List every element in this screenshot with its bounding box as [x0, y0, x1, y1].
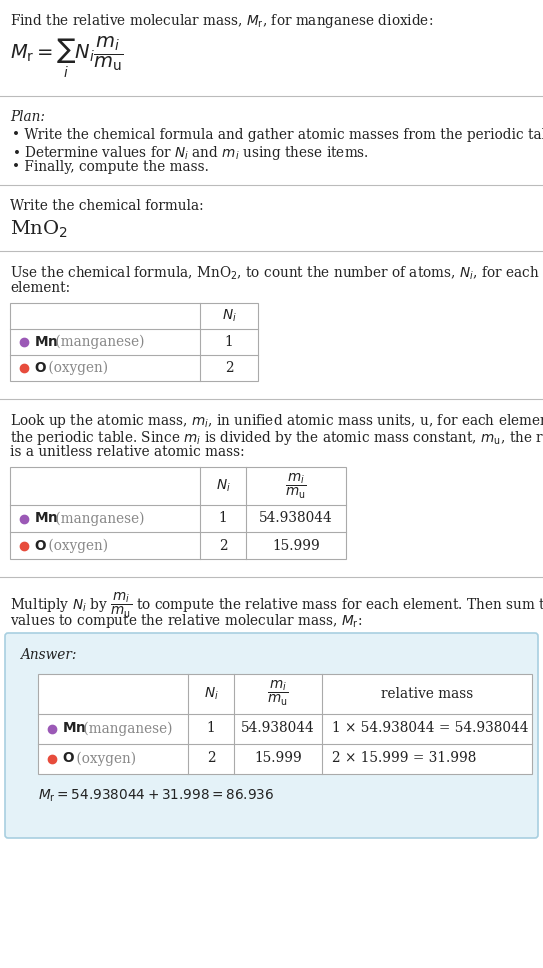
Text: 15.999: 15.999 [254, 751, 302, 766]
Text: 2: 2 [207, 751, 216, 766]
Text: element:: element: [10, 281, 70, 295]
Text: 1 × 54.938044 = 54.938044: 1 × 54.938044 = 54.938044 [332, 721, 528, 736]
Text: $\dfrac{m_i}{m_{\mathrm{u}}}$: $\dfrac{m_i}{m_{\mathrm{u}}}$ [267, 679, 289, 708]
Text: $\dfrac{m_i}{m_{\mathrm{u}}}$: $\dfrac{m_i}{m_{\mathrm{u}}}$ [285, 471, 307, 500]
Text: • Write the chemical formula and gather atomic masses from the periodic table.: • Write the chemical formula and gather … [12, 128, 543, 141]
Text: $\bf{O}$: $\bf{O}$ [62, 751, 75, 766]
Text: (oxygen): (oxygen) [44, 538, 108, 553]
Text: Write the chemical formula:: Write the chemical formula: [10, 199, 204, 213]
Text: 15.999: 15.999 [272, 538, 320, 553]
Text: (manganese): (manganese) [79, 721, 173, 736]
Text: relative mass: relative mass [381, 686, 473, 701]
Text: Answer:: Answer: [20, 648, 77, 662]
Text: (manganese): (manganese) [51, 334, 144, 348]
Text: 1: 1 [207, 721, 216, 736]
Text: Find the relative molecular mass, $M_{\mathrm{r}}$, for manganese dioxide:: Find the relative molecular mass, $M_{\m… [10, 12, 433, 30]
Text: $N_i$: $N_i$ [216, 478, 230, 495]
Text: $\bf{Mn}$: $\bf{Mn}$ [62, 721, 86, 736]
Text: $\bf{Mn}$: $\bf{Mn}$ [34, 335, 58, 348]
Text: Multiply $N_i$ by $\dfrac{m_i}{m_{\mathrm{u}}}$ to compute the relative mass for: Multiply $N_i$ by $\dfrac{m_i}{m_{\mathr… [10, 591, 543, 620]
Text: $N_i$: $N_i$ [222, 307, 236, 323]
Text: 54.938044: 54.938044 [259, 511, 333, 526]
Text: $M_{\mathrm{r}} = \sum_{i} N_i\dfrac{m_i}{m_{\mathrm{u}}}$: $M_{\mathrm{r}} = \sum_{i} N_i\dfrac{m_i… [10, 34, 124, 79]
Text: 1: 1 [219, 511, 228, 526]
Text: 2 × 15.999 = 31.998: 2 × 15.999 = 31.998 [332, 751, 476, 766]
Text: Look up the atomic mass, $m_i$, in unified atomic mass units, u, for each elemen: Look up the atomic mass, $m_i$, in unifi… [10, 412, 543, 431]
Text: (manganese): (manganese) [51, 511, 144, 526]
Text: (oxygen): (oxygen) [72, 751, 136, 766]
Text: Plan:: Plan: [10, 110, 45, 124]
Text: • Determine values for $N_i$ and $m_i$ using these items.: • Determine values for $N_i$ and $m_i$ u… [12, 144, 369, 162]
Text: values to compute the relative molecular mass, $M_{\mathrm{r}}$:: values to compute the relative molecular… [10, 613, 362, 630]
Bar [38, 674, 532, 773]
Text: Use the chemical formula, MnO$_2$, to count the number of atoms, $N_i$, for each: Use the chemical formula, MnO$_2$, to co… [10, 264, 540, 282]
Text: 2: 2 [225, 360, 233, 375]
Text: $\bf{O}$: $\bf{O}$ [34, 360, 47, 375]
Text: $\bf{Mn}$: $\bf{Mn}$ [34, 511, 58, 526]
Text: is a unitless relative atomic mass:: is a unitless relative atomic mass: [10, 445, 245, 460]
Bar [10, 302, 258, 380]
Text: 54.938044: 54.938044 [241, 721, 315, 736]
Text: 1: 1 [225, 335, 233, 348]
Text: $\bf{O}$: $\bf{O}$ [34, 538, 47, 553]
Text: MnO$_2$: MnO$_2$ [10, 219, 68, 240]
Text: 2: 2 [219, 538, 228, 553]
Text: $N_i$: $N_i$ [204, 685, 218, 702]
Text: the periodic table. Since $m_i$ is divided by the atomic mass constant, $m_{\mat: the periodic table. Since $m_i$ is divid… [10, 429, 543, 447]
FancyBboxPatch shape [5, 633, 538, 838]
Text: $M_{\mathrm{r}} = 54.938044 + 31.998 = 86.936$: $M_{\mathrm{r}} = 54.938044 + 31.998 = 8… [38, 788, 274, 803]
Text: • Finally, compute the mass.: • Finally, compute the mass. [12, 161, 209, 174]
Text: (oxygen): (oxygen) [44, 360, 108, 375]
Bar [10, 467, 346, 559]
